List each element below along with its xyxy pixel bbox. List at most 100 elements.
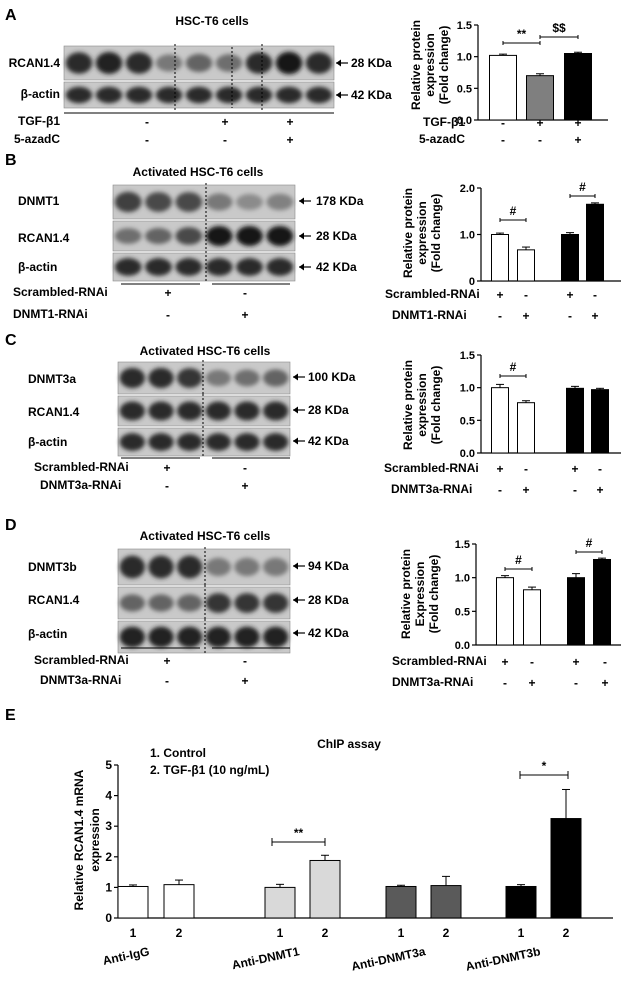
group-label: Anti-DNMT1 <box>231 944 301 972</box>
chart-c-bar <box>517 402 535 454</box>
blot-b-actin-band <box>114 258 142 276</box>
y-tick-label: 5 <box>105 758 112 772</box>
blot-c-rcan14 <box>117 394 291 428</box>
blot-b-actin-band <box>205 258 233 276</box>
protein-label: RCAN1.4 <box>18 231 70 245</box>
chart-condition-sign: - <box>530 655 534 669</box>
kda-arrow <box>299 263 311 271</box>
chart-e-bar <box>505 885 537 919</box>
kda-label: 28 KDa <box>308 403 349 417</box>
protein-label: DNMT3a <box>28 372 76 386</box>
sig-bracket-a1-mark: ** <box>517 27 527 41</box>
x-tick-label: 2 <box>563 926 570 940</box>
chart-d-bar <box>593 558 611 646</box>
chart-condition-sign: + <box>566 288 573 302</box>
chart-condition-label: Scrambled-RNAi <box>392 654 487 668</box>
chart-condition-sign: + <box>601 676 608 690</box>
condition-sign: - <box>165 674 169 688</box>
blot-d-rcan14-band <box>148 594 174 612</box>
chart-condition-sign: + <box>591 309 598 323</box>
sig-bracket-b1: # <box>499 204 527 222</box>
blot-c-rcan14-band <box>119 401 145 421</box>
kda-arrow <box>293 562 305 570</box>
kda-label: 28 KDa <box>308 593 349 607</box>
blot-a-rcan14-band <box>125 52 153 74</box>
condition-label: Scrambled-RNAi <box>34 653 129 667</box>
blot-a-rcan14-band <box>65 52 93 74</box>
protein-label: DNMT3b <box>28 560 77 574</box>
protein-label: RCAN1.4 <box>28 593 80 607</box>
blot-d-dnmt3b-band <box>205 557 231 577</box>
protein-label: DNMT1 <box>18 194 60 208</box>
panel-c-title: Activated HSC-T6 cells <box>140 344 271 358</box>
panel-letter-d: D <box>5 517 17 534</box>
kda-label: 42 KDa <box>351 88 392 102</box>
chart-condition-sign: - <box>598 462 602 476</box>
y-axis-label: Relative protein <box>409 20 423 110</box>
group-label: Anti-DNMT3b <box>464 944 541 973</box>
blot-d-rcan14 <box>117 585 291 621</box>
blot-c-dnmt3a <box>117 360 291 396</box>
chart-d-bar <box>523 589 541 646</box>
blot-a-actin-band <box>125 86 153 104</box>
blot-b-rcan14-band <box>266 226 294 246</box>
blot-c-actin-band <box>205 433 231 451</box>
condition-sign: + <box>286 133 293 147</box>
blot-c-actin <box>117 426 291 458</box>
blot-a-actin-band <box>95 86 123 104</box>
panel-b-title: Activated HSC-T6 cells <box>133 165 264 179</box>
chart-condition-label: Scrambled-RNAi <box>384 461 479 475</box>
y-tick-label: 0.5 <box>457 83 472 95</box>
panel-e-title: ChIP assay <box>317 737 381 751</box>
legend-entry: 1. Control <box>150 746 206 760</box>
chart-condition-sign: + <box>522 483 529 497</box>
y-tick-label: 2 <box>105 850 112 864</box>
blot-d-actin-band <box>119 626 145 648</box>
blot-a-actin-band <box>275 86 303 104</box>
condition-sign: + <box>241 308 248 322</box>
blot-c-rcan14-band <box>148 401 174 421</box>
blot-b-dnmt1-band <box>236 193 263 211</box>
x-tick-label: 2 <box>443 926 450 940</box>
blot-a-rcan14-band <box>155 54 183 72</box>
chart-e-bar <box>163 884 195 919</box>
sig-bracket-a1: ** <box>502 27 541 45</box>
panel-a-title: HSC-T6 cells <box>175 14 249 28</box>
y-tick-label: 1 <box>105 880 112 894</box>
chart-b-bar <box>517 249 535 282</box>
blot-a-rcan14 <box>63 44 335 82</box>
y-tick-label: 1.0 <box>457 52 472 64</box>
chart-c-bar <box>491 387 509 454</box>
kda-arrow <box>293 373 305 381</box>
panel-letter-b: B <box>5 152 17 169</box>
kda-arrow <box>293 406 305 414</box>
blot-c-dnmt3a-band <box>205 369 231 387</box>
blot-b-dnmt1-band <box>114 191 142 213</box>
blot-b-actin-band <box>236 258 263 276</box>
blot-c-dnmt3a-band <box>234 369 260 387</box>
blot-d-rcan14-band <box>205 593 231 613</box>
kda-arrow <box>336 91 348 99</box>
blot-a-rcan14-band <box>245 52 273 74</box>
y-axis-label: expression <box>415 373 429 436</box>
panel-d-title: Activated HSC-T6 cells <box>140 529 271 543</box>
chart-e-bar <box>385 885 417 919</box>
chart-condition-sign: + <box>501 655 508 669</box>
sig-bracket-c1-mark: # <box>510 360 517 374</box>
blot-d-actin <box>117 619 291 655</box>
blot-c-dnmt3a-band <box>177 368 203 388</box>
group-label: Anti-DNMT3a <box>350 944 427 973</box>
blot-a-actin <box>63 80 335 110</box>
chart-e-bar <box>117 885 149 919</box>
chart-condition-sign: + <box>522 309 529 323</box>
blot-a-actin-band <box>305 86 333 104</box>
chart-e-bar <box>550 818 582 919</box>
y-tick-label: 1.5 <box>460 350 475 362</box>
blot-d-actin-band <box>177 626 203 648</box>
y-tick-label: 0.0 <box>457 115 472 127</box>
chart-a-bar <box>489 54 517 121</box>
blot-a-rcan14-band <box>275 51 303 75</box>
figure-text: A HSC-T6 cells RCAN1.4 β-actin 28 KDa 42 KDa T… <box>5 7 609 974</box>
blot-a-rcan14-band <box>305 52 333 74</box>
chart-c-bar <box>566 387 584 454</box>
